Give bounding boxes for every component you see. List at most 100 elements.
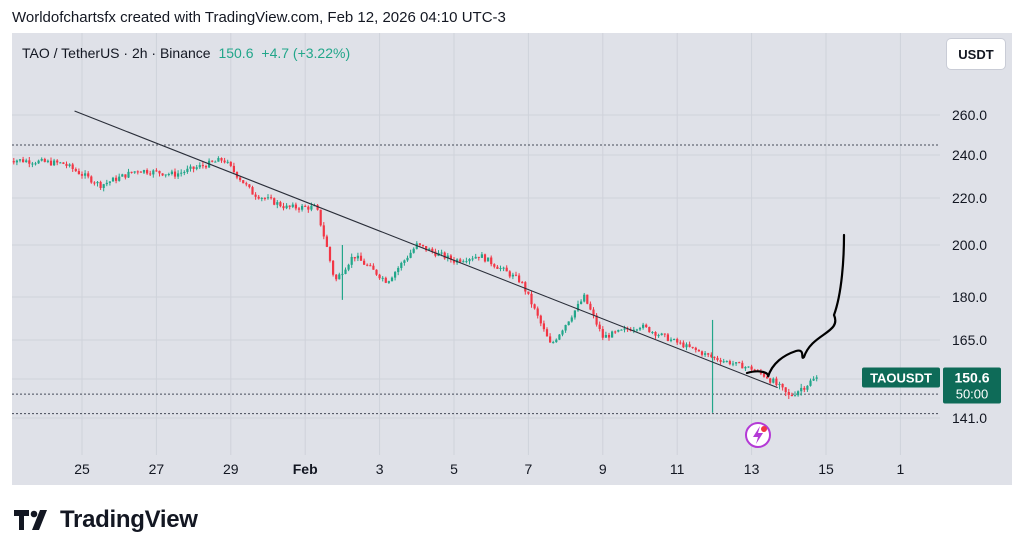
candle-body bbox=[806, 385, 809, 390]
candle-body bbox=[195, 167, 198, 169]
candle-body bbox=[186, 168, 189, 172]
currency-button[interactable]: USDT bbox=[947, 39, 1005, 69]
candle-body bbox=[335, 274, 338, 280]
candle-body bbox=[632, 329, 635, 331]
candle-body bbox=[623, 328, 626, 330]
symbol-price: 150.6 bbox=[218, 45, 254, 61]
candle-body bbox=[328, 246, 332, 261]
candle-body bbox=[545, 329, 549, 337]
candle-body bbox=[183, 171, 186, 173]
candle-body bbox=[291, 204, 294, 207]
candle-body bbox=[201, 165, 204, 167]
x-axis-tick-label: 15 bbox=[818, 461, 834, 477]
candle-body bbox=[555, 339, 558, 343]
candle-body bbox=[601, 328, 604, 338]
candle-body bbox=[477, 256, 480, 258]
candle-body bbox=[511, 274, 514, 277]
candle-body bbox=[359, 255, 363, 261]
candle-body bbox=[716, 357, 719, 361]
candle-body bbox=[669, 339, 673, 341]
x-axis-tick-label: 1 bbox=[897, 461, 905, 477]
candle-body bbox=[316, 205, 319, 210]
candle-body bbox=[62, 162, 65, 164]
tradingview-logo: TradingView bbox=[14, 506, 198, 534]
candle-body bbox=[663, 333, 666, 335]
candle-body bbox=[127, 171, 130, 178]
candle-body bbox=[347, 264, 350, 270]
candle-body bbox=[53, 160, 56, 166]
candle-body bbox=[180, 172, 183, 174]
candle-body bbox=[654, 331, 657, 336]
candle-body bbox=[747, 366, 750, 368]
candle-body bbox=[483, 254, 487, 262]
candle-body bbox=[204, 166, 208, 168]
candle-body bbox=[170, 171, 173, 174]
candle-body bbox=[111, 177, 115, 182]
descending-trendline bbox=[74, 110, 778, 389]
candle-body bbox=[25, 160, 28, 163]
candle-body bbox=[589, 303, 592, 310]
candle-body bbox=[781, 383, 784, 388]
candle-body bbox=[452, 259, 456, 263]
candle-body bbox=[790, 394, 793, 396]
candle-body bbox=[133, 171, 136, 173]
candle-body bbox=[738, 362, 741, 364]
last-price-tag: 150.650:00 bbox=[943, 367, 1001, 404]
candle-body bbox=[387, 281, 390, 283]
candle-body bbox=[443, 252, 446, 259]
x-axis-tick-label: 25 bbox=[74, 461, 90, 477]
candle-body bbox=[595, 315, 598, 325]
candle-body bbox=[800, 387, 803, 392]
candle-body bbox=[325, 236, 328, 247]
candle-body bbox=[378, 274, 381, 279]
candle-body bbox=[31, 163, 34, 165]
candles bbox=[12, 156, 818, 400]
ticker-tag-label: TAOUSDT bbox=[870, 370, 932, 385]
candle-body bbox=[77, 171, 80, 175]
candle-body bbox=[666, 334, 669, 341]
candle-body bbox=[285, 205, 288, 209]
candle-body bbox=[232, 165, 235, 172]
candle-body bbox=[226, 161, 229, 163]
candle-body bbox=[607, 335, 611, 338]
candle-body bbox=[518, 275, 521, 283]
chart-panel[interactable]: 260.0240.0220.0200.0180.0165.0150.0141.0… bbox=[12, 33, 1012, 485]
candle-body bbox=[694, 347, 697, 350]
candle-body bbox=[223, 160, 226, 163]
y-axis-tick-label: 260.0 bbox=[952, 107, 987, 123]
candle-body bbox=[229, 161, 232, 166]
candle-body bbox=[173, 171, 177, 177]
candle-body bbox=[211, 160, 214, 162]
x-axis-tick-label: 7 bbox=[525, 461, 533, 477]
candle-body bbox=[642, 324, 645, 328]
x-axis-tick-label: 11 bbox=[670, 461, 685, 477]
candle-body bbox=[598, 324, 601, 329]
candle-body bbox=[502, 267, 505, 269]
last-price-value: 150.6 bbox=[954, 369, 989, 385]
candle-body bbox=[338, 274, 341, 280]
hand-drawn-projection bbox=[745, 233, 846, 378]
candle-body bbox=[704, 353, 707, 355]
x-axis-tick-label: 5 bbox=[450, 461, 458, 477]
candle-body bbox=[769, 378, 772, 383]
candle-body bbox=[304, 205, 307, 207]
candle-body bbox=[12, 161, 15, 163]
candle-body bbox=[381, 277, 384, 279]
candle-body bbox=[707, 353, 710, 355]
candle-body bbox=[462, 261, 465, 263]
x-axis-tick-label: 3 bbox=[376, 461, 384, 477]
price-chart[interactable]: 260.0240.0220.0200.0180.0165.0150.0141.0… bbox=[12, 33, 1012, 485]
candle-body bbox=[102, 184, 105, 188]
candle-body bbox=[766, 376, 769, 379]
candle-body bbox=[270, 197, 273, 199]
candle-body bbox=[611, 331, 614, 338]
candle-body bbox=[80, 174, 84, 176]
candle-body bbox=[697, 349, 700, 352]
y-axis-tick-label: 141.0 bbox=[952, 410, 987, 426]
candle-body bbox=[468, 259, 471, 262]
candle-body bbox=[121, 174, 124, 177]
candle-body bbox=[573, 310, 576, 318]
candle-body bbox=[499, 268, 502, 270]
candle-body bbox=[583, 294, 586, 302]
candle-body bbox=[18, 159, 22, 161]
